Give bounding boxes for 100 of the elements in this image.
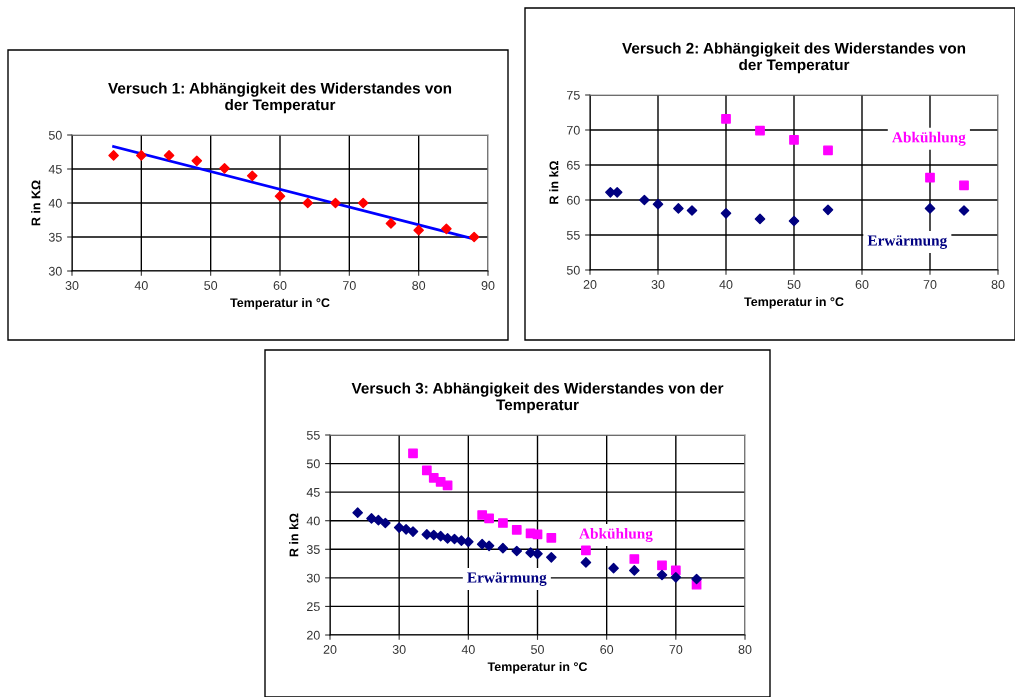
point bbox=[629, 565, 640, 576]
point bbox=[357, 197, 369, 209]
point bbox=[789, 134, 799, 145]
x-axis-title: Temperatur in °C bbox=[230, 297, 330, 310]
point bbox=[408, 448, 418, 459]
point bbox=[407, 526, 419, 537]
x-tick-label: 80 bbox=[738, 645, 752, 654]
y-tick-label: 45 bbox=[48, 164, 62, 174]
x-tick-label: 60 bbox=[600, 645, 614, 654]
y-tick-label: 75 bbox=[567, 90, 580, 100]
x-tick-label: 80 bbox=[412, 281, 426, 290]
point bbox=[463, 536, 474, 548]
y-tick-label: 65 bbox=[567, 160, 580, 170]
x-tick-label: 20 bbox=[583, 280, 597, 289]
point bbox=[608, 562, 619, 574]
point bbox=[754, 213, 766, 225]
point bbox=[441, 223, 452, 235]
point bbox=[686, 205, 698, 216]
point bbox=[580, 557, 592, 568]
point bbox=[511, 545, 523, 557]
y-axis-title: R in KΩ bbox=[31, 180, 41, 226]
series-label: Erwärmung bbox=[867, 235, 948, 249]
point bbox=[673, 203, 684, 214]
chart-title: Versuch 1: Abhängigkeit des Widerstandes von der Temperatur bbox=[108, 82, 452, 114]
point bbox=[108, 150, 119, 161]
x-tick-label: 70 bbox=[923, 280, 937, 289]
point bbox=[925, 172, 935, 183]
point bbox=[413, 224, 424, 236]
series-label: Erwärmung bbox=[467, 572, 547, 586]
point bbox=[691, 573, 702, 585]
y-tick-label: 40 bbox=[48, 198, 62, 208]
y-tick-label: 35 bbox=[48, 232, 62, 242]
point bbox=[449, 533, 460, 545]
x-tick-label: 40 bbox=[719, 280, 733, 289]
point bbox=[639, 194, 650, 206]
point bbox=[546, 551, 557, 563]
point bbox=[219, 163, 230, 174]
x-tick-label: 40 bbox=[461, 645, 475, 654]
point bbox=[373, 514, 384, 526]
x-tick-label: 90 bbox=[481, 281, 495, 290]
point bbox=[823, 145, 833, 156]
point bbox=[191, 155, 203, 167]
point bbox=[958, 205, 970, 216]
y-tick-label: 60 bbox=[567, 195, 580, 205]
point bbox=[721, 113, 731, 124]
x-tick-label: 30 bbox=[392, 645, 406, 654]
y-tick-label: 25 bbox=[307, 602, 320, 612]
point bbox=[380, 517, 391, 529]
point bbox=[755, 125, 765, 136]
point bbox=[274, 190, 286, 202]
point bbox=[442, 480, 453, 491]
chart-title: Versuch 2: Abhängigkeit des Widerstandes von der Temperatur bbox=[622, 42, 966, 74]
x-tick-label: 70 bbox=[343, 281, 356, 290]
x-axis-title: Temperatur in °C bbox=[744, 296, 844, 309]
point bbox=[532, 548, 543, 560]
point bbox=[670, 571, 682, 583]
point bbox=[352, 507, 363, 519]
y-tick-label: 20 bbox=[307, 630, 320, 640]
x-tick-label: 40 bbox=[134, 281, 148, 290]
point bbox=[959, 180, 969, 191]
y-tick-label: 55 bbox=[566, 230, 580, 240]
point bbox=[788, 215, 800, 227]
point bbox=[468, 231, 480, 243]
point bbox=[483, 540, 495, 552]
point bbox=[484, 513, 494, 524]
point bbox=[330, 197, 341, 209]
point bbox=[822, 204, 834, 216]
x-tick-label: 50 bbox=[787, 280, 801, 289]
point bbox=[136, 150, 147, 161]
series-label: Abkühlung bbox=[579, 528, 653, 542]
y-axis-title: R in kΩ bbox=[289, 513, 299, 557]
x-tick-label: 70 bbox=[669, 645, 683, 654]
x-tick-label: 20 bbox=[323, 645, 337, 654]
point bbox=[246, 170, 258, 182]
y-tick-label: 30 bbox=[306, 573, 320, 583]
y-tick-label: 70 bbox=[567, 125, 580, 135]
point bbox=[652, 198, 664, 210]
y-tick-label: 55 bbox=[306, 430, 320, 440]
y-tick-label: 50 bbox=[566, 265, 580, 275]
point bbox=[720, 207, 732, 219]
point bbox=[435, 530, 446, 542]
point bbox=[497, 542, 509, 554]
y-tick-label: 45 bbox=[306, 488, 320, 497]
y-axis-title: R in kΩ bbox=[549, 160, 559, 204]
point bbox=[629, 554, 640, 564]
x-tick-label: 50 bbox=[204, 281, 218, 290]
x-axis-title: Temperatur in °C bbox=[487, 661, 588, 674]
y-tick-label: 40 bbox=[306, 516, 320, 526]
point bbox=[581, 545, 591, 556]
point bbox=[421, 465, 432, 476]
x-tick-label: 80 bbox=[991, 280, 1005, 289]
text: Abkühlung bbox=[892, 131, 966, 146]
point bbox=[511, 524, 522, 535]
point bbox=[302, 197, 314, 209]
point bbox=[385, 218, 397, 229]
x-tick-label: 60 bbox=[273, 281, 287, 290]
y-tick-label: 50 bbox=[48, 130, 62, 140]
y-tick-label: 50 bbox=[306, 459, 320, 469]
point bbox=[657, 560, 667, 571]
point bbox=[163, 150, 175, 161]
